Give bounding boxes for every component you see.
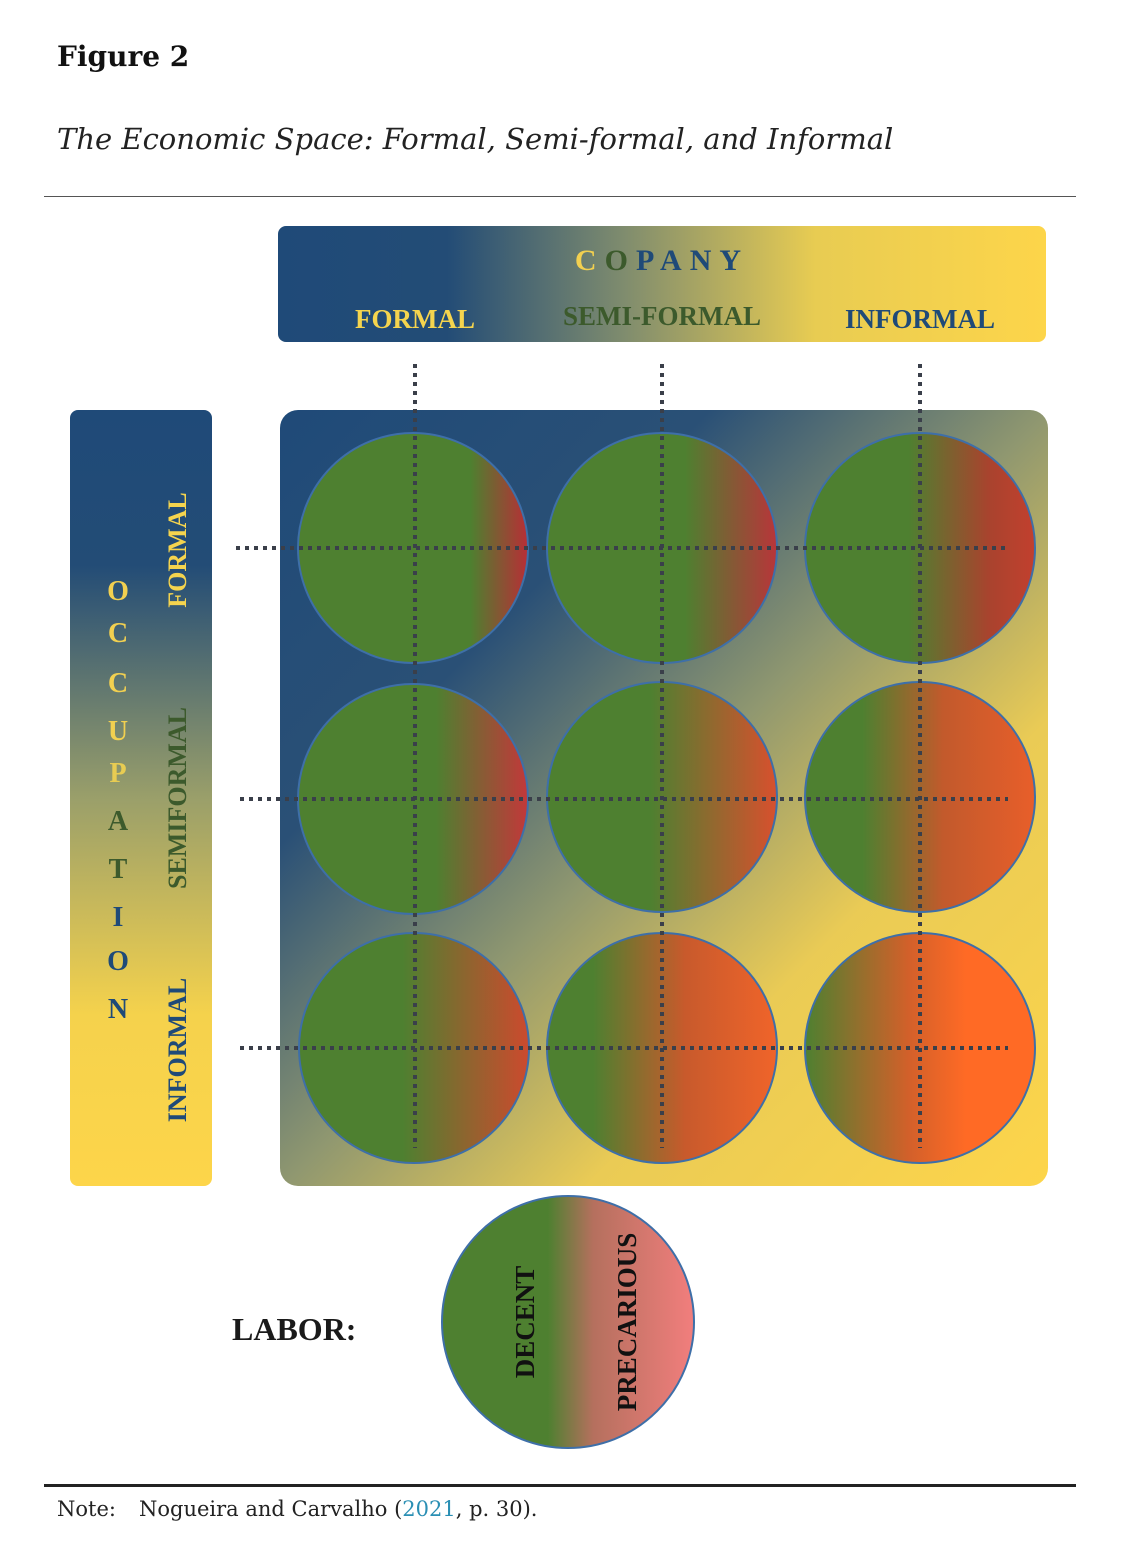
bottom-rule	[44, 1484, 1076, 1487]
company-letter: A	[660, 244, 690, 277]
company-col-formal: FORMAL	[355, 304, 475, 334]
company-header: COPANY FORMAL SEMI-FORMAL INFORMAL	[278, 226, 1046, 342]
company-letter: O	[605, 244, 636, 277]
occupation-letter: C	[108, 618, 128, 649]
note-label: Note:	[57, 1497, 116, 1521]
labor-precarious-label: PRECARIOUS	[612, 1233, 642, 1412]
occupation-letter: O	[107, 576, 129, 607]
company-letter: Y	[719, 244, 749, 277]
occupation-letter: T	[109, 854, 128, 885]
company-letter: N	[690, 244, 720, 277]
occupation-heading: O C C U P A T I O N	[107, 576, 129, 1025]
company-letter: P	[636, 244, 660, 277]
occupation-letter: U	[108, 716, 128, 747]
top-rule	[44, 196, 1076, 197]
note-text-after: , p. 30).	[455, 1497, 538, 1521]
occupation-letter: C	[108, 668, 128, 699]
labor-decent-label: DECENT	[510, 1266, 540, 1379]
note-text-before: Nogueira and Carvalho (	[139, 1497, 403, 1521]
occupation-letter: A	[108, 806, 129, 837]
figure-title: The Economic Space: Formal, Semi-formal,…	[57, 122, 894, 156]
occupation-row-formal: FORMAL	[163, 492, 192, 608]
occupation-letter: O	[107, 946, 129, 977]
figure-number: Figure 2	[57, 40, 190, 73]
labor-label: LABOR:	[232, 1311, 356, 1347]
note-year-link[interactable]: 2021	[402, 1497, 456, 1521]
occupation-letter: N	[108, 994, 128, 1025]
figure-note: Note: Nogueira and Carvalho (2021, p. 30)…	[57, 1497, 537, 1521]
occupation-letter: I	[113, 902, 124, 933]
dotted-guides	[236, 364, 1008, 1148]
company-heading: COPANY	[575, 244, 749, 277]
labor-legend: LABOR: DECENT PRECARIOUS	[232, 1195, 695, 1449]
company-col-informal: INFORMAL	[845, 304, 995, 334]
company-letter: C	[575, 244, 605, 277]
occupation-letter: P	[109, 758, 126, 789]
occupation-header: O C C U P A T I O N FORMAL SEMIFORMAL IN…	[70, 410, 212, 1186]
company-col-semiformal: SEMI-FORMAL	[563, 301, 761, 331]
occupation-row-informal: INFORMAL	[163, 978, 192, 1122]
labor-circle	[441, 1195, 695, 1449]
occupation-row-semiformal: SEMIFORMAL	[163, 707, 192, 889]
